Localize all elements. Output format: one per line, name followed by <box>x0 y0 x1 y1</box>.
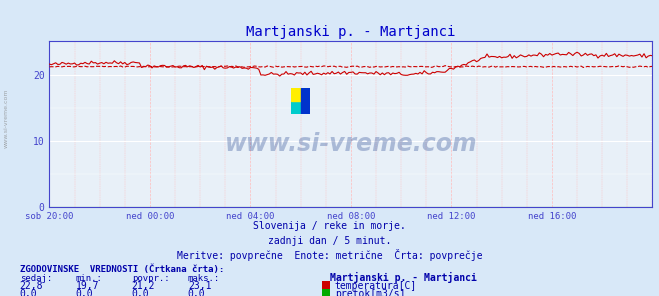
Text: pretok[m3/s]: pretok[m3/s] <box>335 289 405 296</box>
Text: maks.:: maks.: <box>188 274 220 283</box>
Text: www.si-vreme.com: www.si-vreme.com <box>4 89 9 148</box>
Text: temperatura[C]: temperatura[C] <box>335 281 417 291</box>
Bar <box>291 88 301 101</box>
Text: min.:: min.: <box>76 274 103 283</box>
Bar <box>301 88 310 114</box>
Text: 23,1: 23,1 <box>188 281 212 291</box>
Text: 19,7: 19,7 <box>76 281 100 291</box>
Text: Slovenija / reke in morje.: Slovenija / reke in morje. <box>253 221 406 231</box>
Bar <box>291 88 301 114</box>
Text: 22,8: 22,8 <box>20 281 43 291</box>
Text: 0,0: 0,0 <box>188 289 206 296</box>
Text: 0,0: 0,0 <box>132 289 150 296</box>
Text: Martjanski p. - Martjanci: Martjanski p. - Martjanci <box>330 271 476 283</box>
Text: 0,0: 0,0 <box>20 289 38 296</box>
Text: 0,0: 0,0 <box>76 289 94 296</box>
Text: www.si-vreme.com: www.si-vreme.com <box>225 132 477 156</box>
Text: Meritve: povprečne  Enote: metrične  Črta: povprečje: Meritve: povprečne Enote: metrične Črta:… <box>177 249 482 261</box>
Title: Martjanski p. - Martjanci: Martjanski p. - Martjanci <box>246 25 455 39</box>
Text: zadnji dan / 5 minut.: zadnji dan / 5 minut. <box>268 236 391 246</box>
Text: 21,2: 21,2 <box>132 281 156 291</box>
Text: ZGODOVINSKE  VREDNOSTI (Črtkana črta):: ZGODOVINSKE VREDNOSTI (Črtkana črta): <box>20 264 224 274</box>
Text: povpr.:: povpr.: <box>132 274 169 283</box>
Text: sedaj:: sedaj: <box>20 274 52 283</box>
